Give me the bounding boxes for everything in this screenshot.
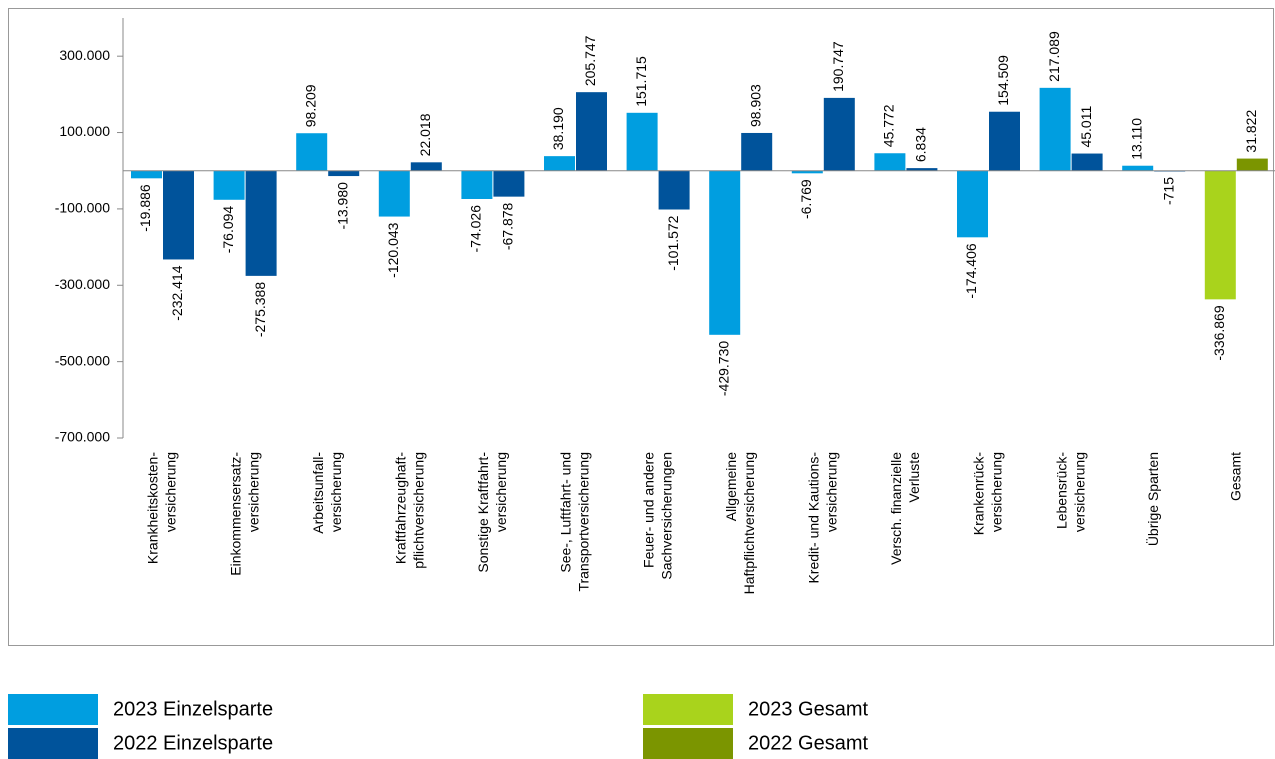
y-tick-label: -700.000 [55,429,110,445]
x-tick-label: Krankheitskosten- [145,452,161,564]
bar [1039,87,1071,171]
bar [461,170,493,199]
value-label: -174.406 [963,243,979,298]
bar [213,170,245,200]
value-label: 38.190 [550,107,566,150]
value-label: 154.509 [995,55,1011,106]
x-tick-label: Feuer- und andere [640,452,656,568]
value-label: -120.043 [385,222,401,277]
x-tick-label: Krankenrück- [971,452,987,536]
bar [576,92,607,171]
legend-label: 2023 Einzelsparte [113,698,273,720]
x-tick-label: versicherung [493,452,509,532]
value-label: 98.903 [747,84,763,127]
x-tick-label: Allgemeine [723,452,739,521]
value-label: -76.094 [220,206,236,254]
legend-label: 2023 Gesamt [748,698,869,720]
value-label: 22.018 [417,113,433,156]
x-tick-label: Haftpflichtversicherung [741,452,757,594]
x-tick-label: versicherung [824,452,840,532]
bar [328,170,360,177]
x-tick-label: Transportversicherung [576,452,592,592]
bar [626,112,658,171]
legend-label: 2022 Gesamt [748,732,869,754]
bar [544,156,575,171]
x-tick-label: versicherung [328,452,344,532]
bar [791,170,823,174]
x-tick-label: Kraftfahrzeughaft- [393,452,409,564]
bar [1071,153,1103,171]
x-tick-label: pflichtversicherung [411,452,427,569]
value-label: -232.414 [169,265,185,320]
bar [493,170,525,197]
value-label: 98.209 [302,84,318,127]
bar [906,168,938,171]
x-tick-label: Sachversicherungen [658,452,674,580]
bar [823,97,855,171]
bar [1122,165,1154,171]
y-tick-label: 300.000 [59,47,110,63]
value-label: 45.772 [881,104,897,147]
legend-swatch [8,728,98,759]
value-label: 31.822 [1243,110,1259,153]
legend-swatch [643,728,733,759]
value-label: -275.388 [252,282,268,337]
value-label: -19.886 [137,184,153,232]
value-label: -67.878 [500,202,516,250]
value-label: 217.089 [1046,31,1062,82]
x-tick-label: Verluste [906,452,922,503]
bar [874,153,906,171]
bar [989,111,1020,171]
legend-swatch [643,694,733,725]
x-tick-label: versicherung [1071,452,1087,532]
bar [410,162,442,171]
x-tick-label: See-, Luftfahrt- und [558,452,574,573]
value-label: 6.834 [913,127,929,162]
value-label: -6.769 [798,179,814,219]
bar [709,170,741,335]
chart-frame [8,8,1274,646]
x-tick-label: Arbeitsunfall- [310,452,326,534]
value-label: 13.110 [1128,118,1144,160]
bar [957,170,988,238]
bar [658,170,690,210]
bar [1204,170,1236,300]
x-tick-label: Gesamt [1228,452,1244,501]
value-label: 190.747 [830,41,846,92]
x-tick-label: versicherung [245,452,261,532]
y-tick-label: -500.000 [55,352,110,368]
bar [378,170,410,217]
legend-swatch [8,694,98,725]
x-tick-label: versicherung [163,452,179,532]
x-tick-label: Kredit- und Kautions- [806,452,822,584]
bar [163,170,194,260]
x-tick-label: Versch. finanzielle [888,452,904,565]
bar [296,133,328,171]
value-label: 151.715 [633,56,649,107]
legend-label: 2022 Einzelsparte [113,732,273,754]
value-label: 205.747 [582,35,598,86]
value-label: -336.869 [1211,305,1227,360]
bar [245,170,277,276]
value-label: -101.572 [665,215,681,270]
bar [131,170,162,179]
value-label: -715 [1160,177,1176,205]
value-label: 45.011 [1078,106,1094,148]
bar [741,132,773,171]
value-label: -74.026 [468,205,484,253]
y-tick-label: -300.000 [55,276,110,292]
x-tick-label: versicherung [989,452,1005,532]
value-label: -429.730 [715,341,731,396]
x-tick-label: Übrige Sparten [1144,452,1161,546]
x-tick-label: Einkommensersatz- [227,452,243,576]
y-tick-label: -100.000 [55,200,110,216]
y-tick-label: 100.000 [59,123,110,139]
x-tick-label: Sonstige Kraftfahrt- [475,452,491,573]
value-label: -13.980 [334,182,350,230]
bar [1236,158,1268,171]
x-tick-label: Lebensrück- [1053,452,1069,529]
